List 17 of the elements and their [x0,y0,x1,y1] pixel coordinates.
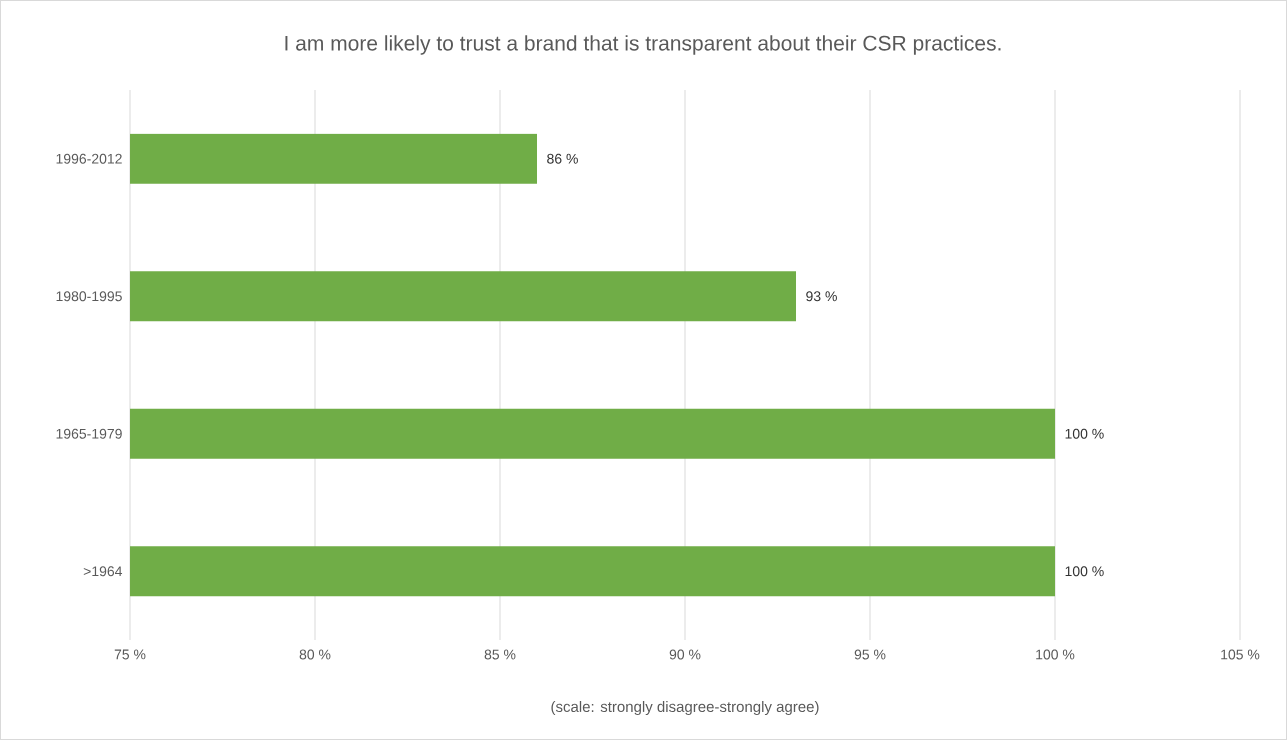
y-tick-label: >1964 [83,566,123,577]
data-label: 100 % [1065,566,1104,577]
x-tick-label: 90 % [669,649,701,660]
x-tick-label: 75 % [114,649,146,660]
x-axis-title: (scale: strongly disagree-strongly agree) [551,701,819,715]
y-tick-label: 1965-1979 [56,428,122,439]
x-tick-label: 95 % [854,649,886,660]
data-label: 86 % [547,153,578,164]
y-tick-label: 1980-1995 [56,291,122,302]
x-tick-label: 85 % [484,649,516,660]
x-tick-label: 100 % [1036,649,1075,660]
x-tick-label: 80 % [299,649,331,660]
y-tick-label: 1996-2012 [56,153,122,164]
data-label: 100 % [1065,428,1104,439]
x-tick-label: 105 % [1221,649,1260,660]
chart-title: I am more likely to trust a brand that is transparent about their CSR practices. [285,35,1001,55]
data-label: 93 % [806,291,837,302]
